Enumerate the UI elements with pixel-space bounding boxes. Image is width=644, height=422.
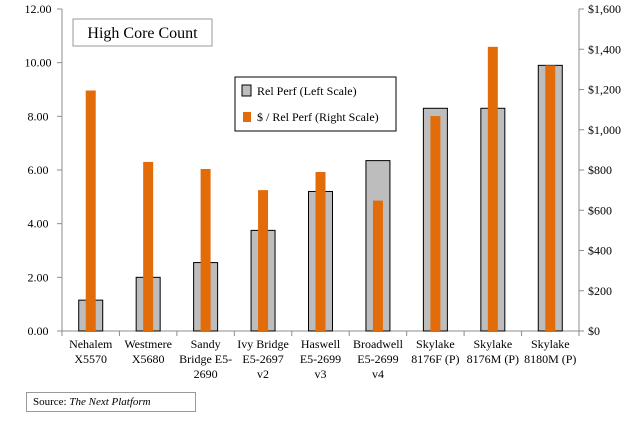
legend: Rel Perf (Left Scale) $ / Rel Perf (Right… [234,76,397,132]
chart-title: High Core Count [87,25,198,42]
tick-labels: 0.00 2.00 4.00 6.00 8.00 10.00 12.00 $0 $200 $400… [25,2,622,338]
category-label: Nehalem X5570 [69,337,113,366]
bar-cost-per-perf [315,172,326,331]
category-label: Broadwell E5-2699 v4 [353,337,404,381]
bar-cost-per-perf [85,90,96,331]
bar-cost-per-perf [143,161,154,331]
source-name: The Next Platform [69,396,151,408]
left-tick-label: 4.00 [28,217,49,231]
category-label: Skylake 8176M (P) [467,337,519,366]
category-label: Ivy Bridge E5-2697 v2 [237,337,289,381]
left-tick-label: 6.00 [28,163,49,177]
legend-frame [234,76,397,132]
chart-title-box: High Core Count [72,18,213,47]
legend-swatch-rel-perf [241,84,252,97]
right-tick-label: $1,200 [588,83,621,97]
bars [78,46,563,332]
source-note: Source: The Next Platform [26,392,196,412]
right-tick-label: $800 [588,163,612,177]
category-label: Skylake 8180M (P) [524,337,576,366]
left-tick-label: 12.00 [25,2,52,16]
left-tick-label: 0.00 [28,324,49,338]
bar-cost-per-perf [545,65,556,331]
category-label: Sandy Bridge E5-2690 [179,337,232,381]
legend-swatch-cost-per-perf [243,112,251,122]
legend-label-cost-per-perf: $ / Rel Perf (Right Scale) [257,110,379,124]
bar-cost-per-perf [372,200,383,331]
right-tick-label: $400 [588,244,612,258]
left-tick-label: 10.00 [25,56,52,70]
right-tick-label: $1,000 [588,123,621,137]
category-label: Skylake 8176F (P) [411,337,459,366]
left-tick-label: 2.00 [28,270,49,284]
source-label: Source: [33,396,67,408]
right-tick-label: $1,600 [588,2,621,16]
category-label: Westmere X5680 [124,337,172,366]
bar-cost-per-perf [430,116,441,331]
legend-label-rel-perf: Rel Perf (Left Scale) [257,84,357,98]
category-label: Haswell E5-2699 v3 [300,337,341,381]
bar-cost-per-perf [258,190,269,331]
right-tick-label: $1,400 [588,42,621,56]
right-tick-label: $0 [588,324,600,338]
right-tick-label: $600 [588,203,612,217]
bar-cost-per-perf [487,46,498,332]
bar-cost-per-perf [200,168,211,331]
left-tick-label: 8.00 [28,109,49,123]
right-tick-label: $200 [588,284,612,298]
title-frame [72,18,213,47]
